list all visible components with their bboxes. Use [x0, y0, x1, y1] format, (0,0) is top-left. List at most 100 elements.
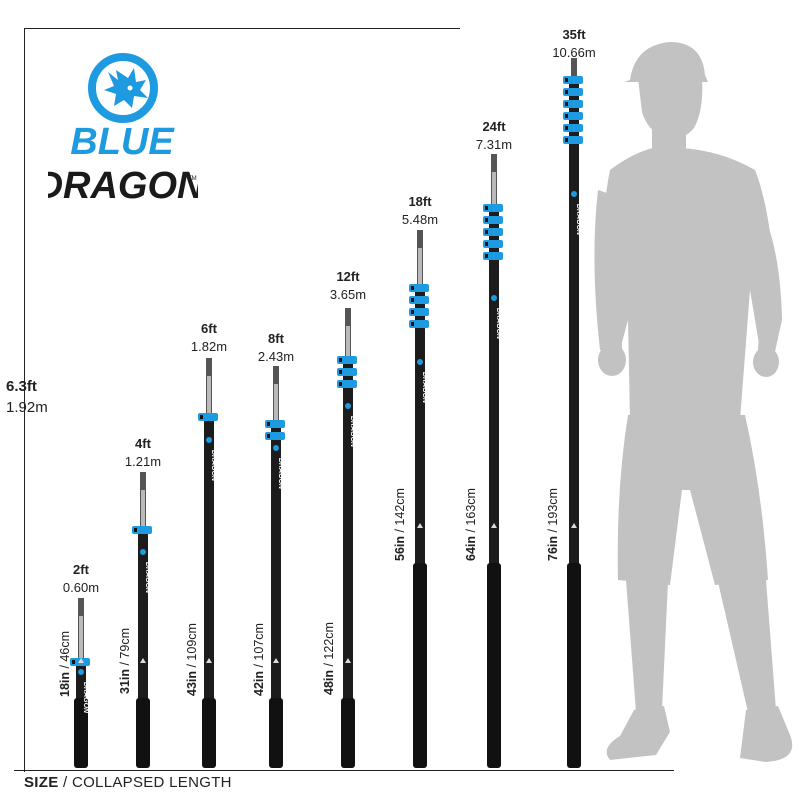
pole-body	[271, 420, 281, 768]
pole-collapsed-length: 42in / 107cm	[252, 623, 266, 696]
pole-length-ft: 8ft	[268, 331, 284, 346]
reference-height-m: 1.92m	[6, 399, 48, 416]
pole-logo-dot	[345, 403, 351, 409]
warning-icon	[273, 658, 279, 663]
pole-clamp-lever	[565, 78, 568, 82]
pole-clamp-lever	[411, 310, 414, 314]
pole-length-m: 0.60m	[62, 580, 100, 595]
pole-logo-dot	[206, 437, 212, 443]
pole-logo-dot	[78, 669, 84, 675]
pole-clamp-lever	[411, 298, 414, 302]
pole-length-m: 1.82m	[190, 339, 228, 354]
collapsed-in: 76in	[546, 535, 560, 561]
pole-silver-section	[346, 326, 350, 356]
size-caption: SIZE / COLLAPSED LENGTH	[24, 774, 232, 791]
reference-height-ft: 6.3ft	[6, 378, 37, 395]
pole-logo-dot	[140, 549, 146, 555]
pole-length-label: 24ft 7.31m	[454, 118, 534, 154]
pole-brand-text: DRAGON	[144, 562, 151, 594]
collapsed-cm: / 142cm	[393, 488, 407, 536]
pole-clamp-lever	[411, 322, 414, 326]
pole-clamp-lever	[565, 138, 568, 142]
pole-grip	[413, 563, 427, 768]
warning-icon	[206, 658, 212, 663]
pole-grip	[487, 563, 501, 768]
collapsed-cm: / 109cm	[185, 623, 199, 671]
pole-logo-dot	[491, 295, 497, 301]
pole-length-ft: 4ft	[135, 436, 151, 451]
pole-length-m: 7.31m	[475, 137, 513, 152]
pole-body	[204, 413, 214, 768]
pole-clamp-lever	[411, 286, 414, 290]
pole-tip	[571, 58, 577, 76]
pole-brand-text: DRAGON	[210, 450, 217, 482]
pole-silver-section	[207, 376, 211, 413]
warning-icon	[140, 658, 146, 663]
pole-24ft: DRAGON	[483, 154, 503, 768]
reference-height-line	[24, 28, 25, 772]
pole-12ft: DRAGON	[337, 308, 357, 768]
ground-line	[14, 770, 674, 771]
pole-brand-text: DRAGON	[82, 682, 89, 714]
pole-brand-text: DRAGON	[495, 308, 502, 340]
pole-grip	[202, 698, 216, 768]
pole-logo-dot	[273, 445, 279, 451]
warning-icon	[78, 658, 84, 663]
caption-rest: / COLLAPSED LENGTH	[58, 774, 232, 791]
pole-length-label: 8ft 2.43m	[236, 330, 316, 366]
pole-length-label: 4ft 1.21m	[103, 435, 183, 471]
warning-icon	[491, 523, 497, 528]
collapsed-cm: / 163cm	[464, 488, 478, 536]
pole-body	[343, 356, 353, 768]
pole-collapsed-length: 64in / 163cm	[464, 488, 478, 561]
pole-grip	[136, 698, 150, 768]
caption-bold: SIZE	[24, 774, 59, 791]
collapsed-cm: / 122cm	[322, 622, 336, 670]
pole-18ft: DRAGON	[409, 230, 429, 768]
pole-length-m: 5.48m	[401, 212, 439, 227]
pole-clamp-lever	[72, 660, 75, 664]
collapsed-cm: / 193cm	[546, 488, 560, 536]
pole-clamp-lever	[485, 206, 488, 210]
pole-silver-section	[79, 616, 83, 658]
pole-collapsed-length: 56in / 142cm	[393, 488, 407, 561]
pole-collapsed-length: 76in / 193cm	[546, 488, 560, 561]
pole-grip	[74, 698, 88, 768]
warning-icon	[345, 658, 351, 663]
pole-length-m: 10.66m	[552, 45, 596, 60]
pole-clamp-lever	[200, 415, 203, 419]
pole-length-ft: 18ft	[408, 194, 432, 209]
pole-silver-section	[141, 490, 145, 526]
pole-silver-section	[418, 248, 422, 284]
pole-clamp-lever	[485, 242, 488, 246]
collapsed-cm: / 79cm	[118, 627, 132, 669]
pole-length-label: 2ft 0.60m	[41, 561, 121, 597]
pole-35ft: DRAGON	[563, 58, 583, 768]
collapsed-in: 18in	[58, 671, 72, 697]
collapsed-in: 56in	[393, 535, 407, 561]
pole-collapsed-length: 31in / 79cm	[118, 628, 132, 694]
pole-length-ft: 35ft	[562, 27, 586, 42]
pole-clamp-lever	[339, 370, 342, 374]
pole-length-label: 18ft 5.48m	[380, 193, 460, 229]
pole-brand-text: DRAGON	[421, 372, 428, 404]
pole-length-ft: 2ft	[73, 562, 89, 577]
reference-top-line	[24, 28, 460, 29]
pole-length-ft: 24ft	[482, 119, 506, 134]
logo-line1: BLUE	[70, 121, 175, 163]
collapsed-cm: / 107cm	[252, 623, 266, 671]
pole-2ft: DRAGON	[70, 598, 90, 768]
dragon-icon: BLUE DRAGON TM	[36, 53, 206, 207]
pole-length-ft: 12ft	[336, 269, 360, 284]
pole-grip	[269, 698, 283, 768]
pole-clamp-lever	[565, 126, 568, 130]
person-silhouette	[594, 42, 793, 762]
pole-clamp-lever	[339, 358, 342, 362]
pole-grip	[341, 698, 355, 768]
pole-brand-text: DRAGON	[575, 204, 582, 236]
pole-clamp-lever	[485, 230, 488, 234]
pole-clamp-lever	[267, 434, 270, 438]
blue-dragon-logo: BLUE DRAGON TM	[36, 50, 206, 220]
pole-clamp-lever	[267, 422, 270, 426]
pole-4ft: DRAGON	[132, 472, 152, 768]
